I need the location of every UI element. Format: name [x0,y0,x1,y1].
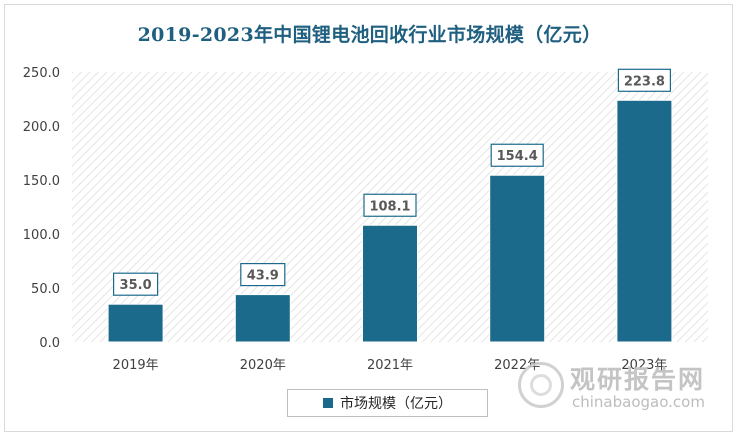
y-tick-label: 100.0 [23,228,60,243]
y-tick-label: 250.0 [23,66,60,81]
y-tick-label: 0.0 [39,336,60,351]
data-label: 35.0 [120,278,152,293]
x-tick-label: 2019年 [113,358,159,373]
data-label: 43.9 [247,269,279,284]
y-tick-label: 150.0 [23,174,60,189]
data-label-box [240,262,286,287]
data-label-box [112,272,159,296]
y-tick-label: 50.0 [31,282,60,297]
x-tick-label: 2020年 [240,358,286,373]
y-tick-label: 200.0 [23,120,60,135]
data-label-box [363,193,417,217]
legend-swatch [323,398,333,408]
x-tick-label: 2023年 [621,358,667,373]
bar [489,174,546,343]
data-label: 108.1 [369,199,410,214]
data-label-box [490,143,544,167]
chart-title: 2019-2023年中国锂电池回收行业市场规模（亿元） [137,24,602,46]
data-label: 223.8 [624,74,665,89]
data-label-box [617,68,672,92]
watermark-url: chinabaogao.com [572,393,705,411]
bar [616,99,673,343]
bar [107,303,164,343]
watermark-title: 观研报告网 [570,365,706,394]
data-label: 154.4 [497,149,538,164]
legend: 市场规模（亿元） [287,389,488,417]
bar [362,224,418,343]
legend-label: 市场规模（亿元） [340,396,452,412]
bar [234,294,291,343]
watermark-logo-icon [518,362,564,408]
watermark: 观研报告网 chinabaogao.com [518,358,718,418]
x-tick-label: 2021年 [367,358,413,373]
